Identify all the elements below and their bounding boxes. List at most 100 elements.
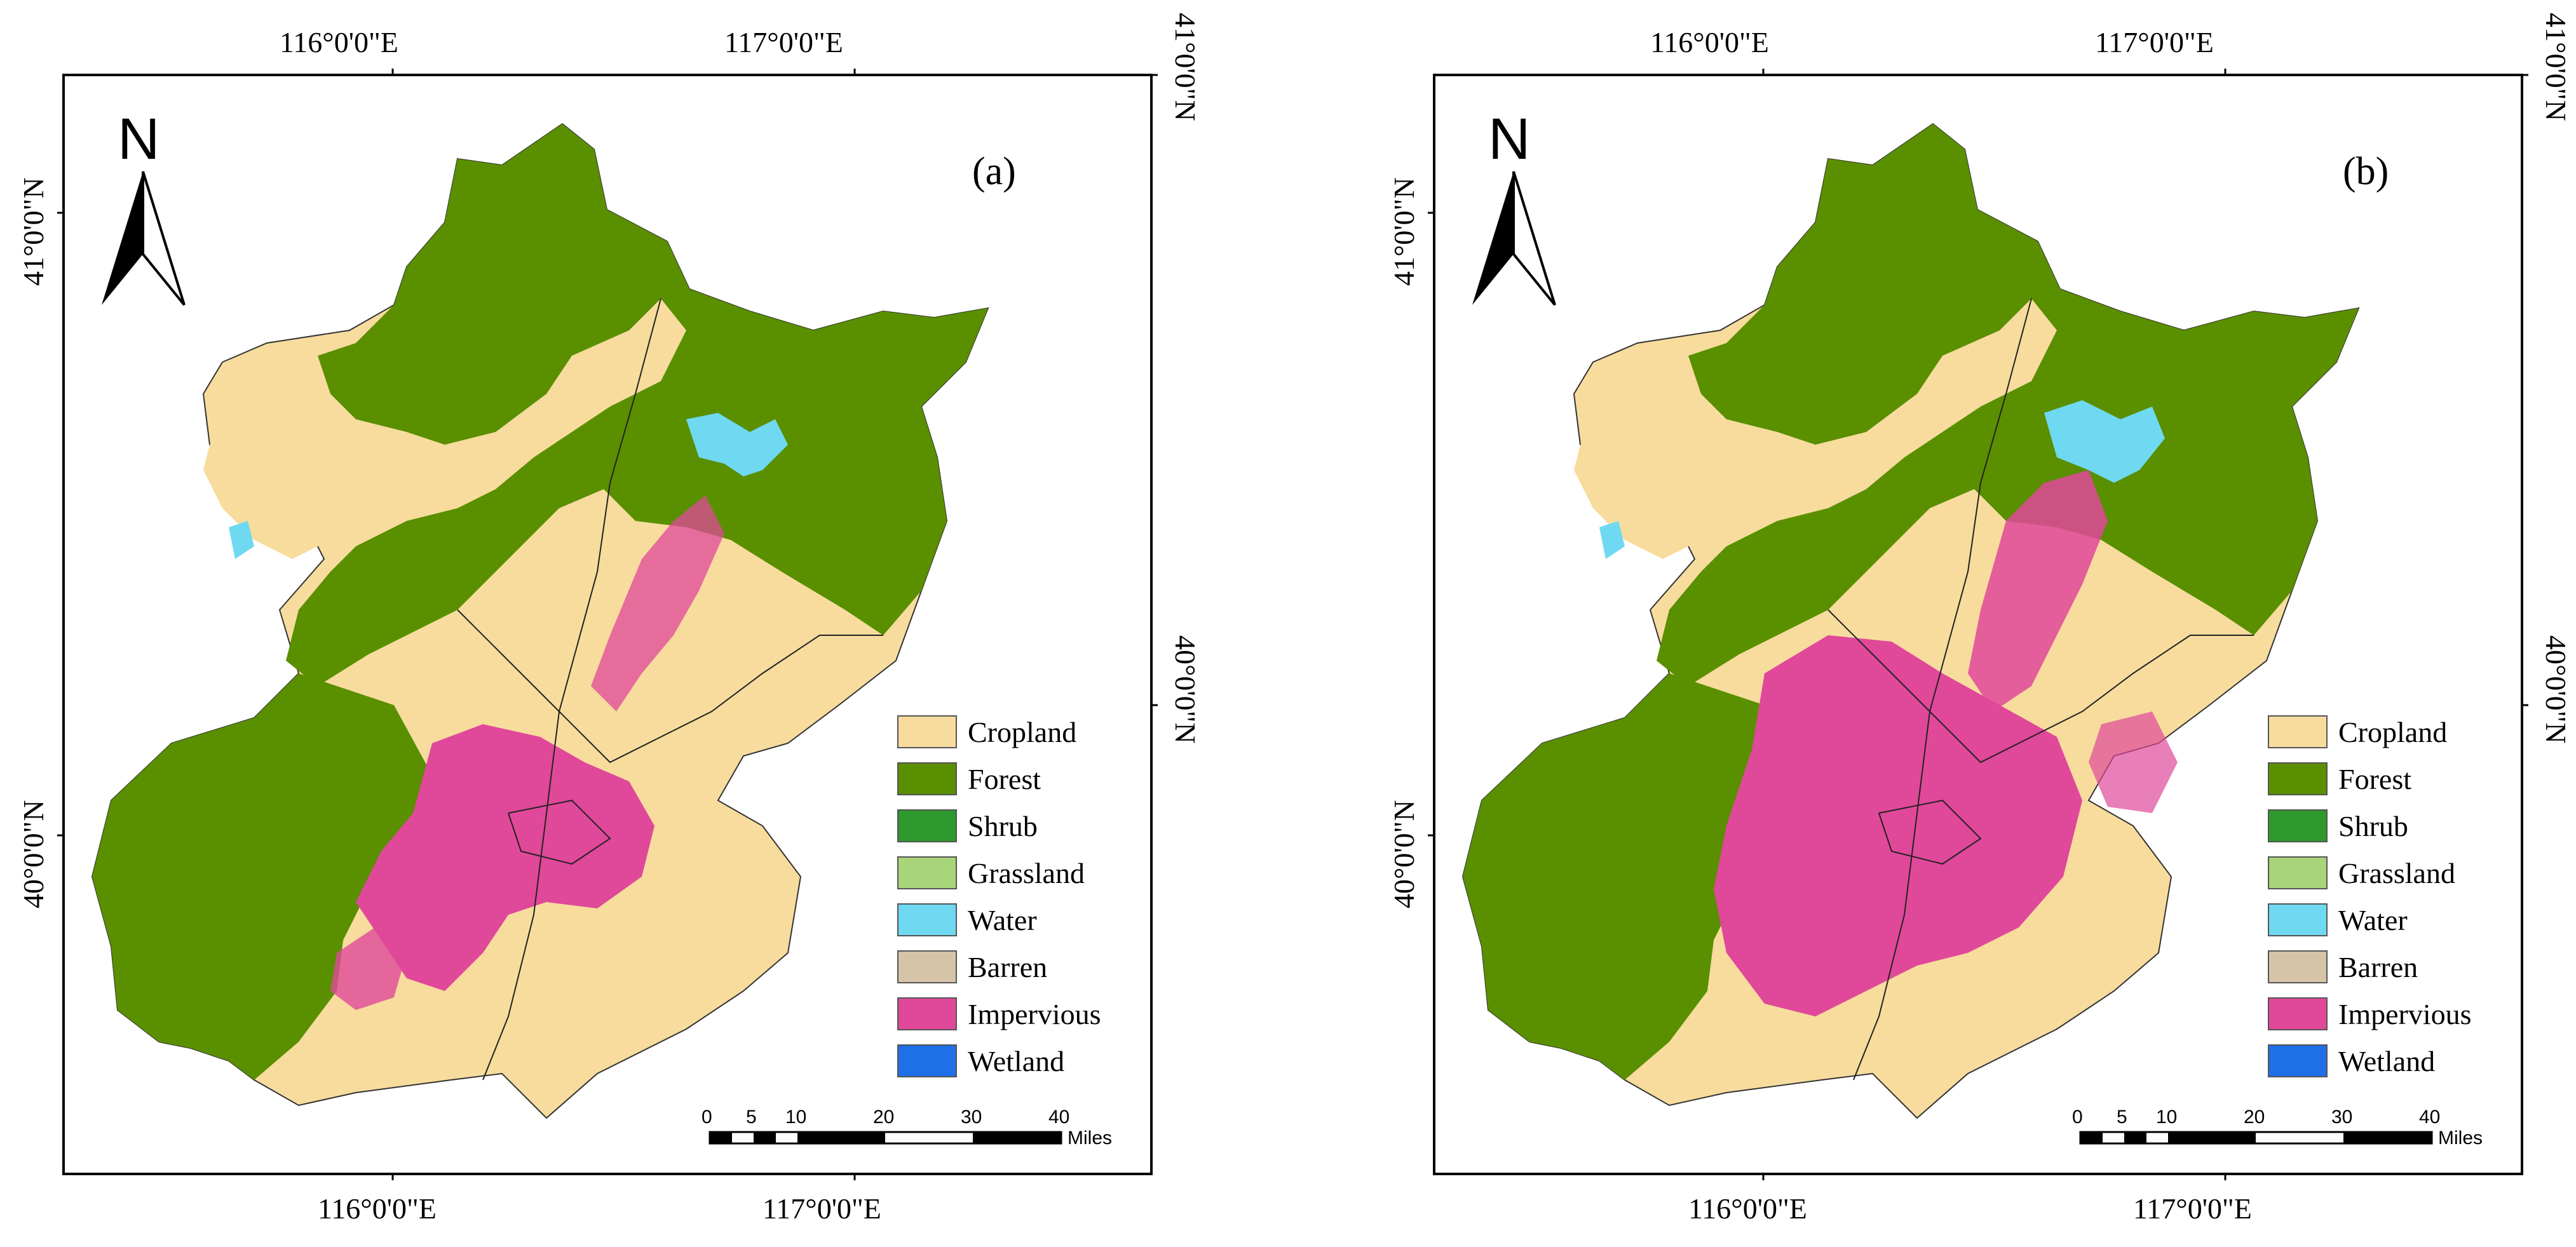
region-impervious-southwest — [330, 927, 407, 1010]
legend-swatch-grassland — [2268, 856, 2328, 889]
scale-tick-10: 10 — [785, 1107, 806, 1128]
lon-label-top-1: 116°0'0"E — [1650, 26, 1769, 58]
legend-label-barren: Barren — [968, 951, 1047, 983]
legend: Cropland Forest Shrub Grassland Water Ba… — [897, 715, 1101, 1077]
north-arrow-icon — [1472, 172, 1514, 305]
legend-swatch-shrub — [2268, 809, 2328, 842]
legend-swatch-cropland — [2268, 715, 2328, 748]
scale-unit: Miles — [2438, 1128, 2483, 1149]
district-boundaries — [1929, 298, 2032, 712]
legend-label-cropland: Cropland — [2338, 716, 2447, 748]
north-label: N — [118, 107, 159, 172]
legend-label-forest: Forest — [2338, 763, 2411, 795]
scale-tick-10: 10 — [2156, 1107, 2177, 1128]
legend-label-grassland: Grassland — [2338, 857, 2455, 889]
region-forest-north — [1657, 124, 2359, 686]
scale-bar-segment — [2168, 1132, 2256, 1143]
region-impervious-east — [2089, 711, 2178, 813]
legend-swatch-wetland — [897, 1044, 957, 1077]
region-impervious-urban — [356, 724, 654, 991]
lon-label-bottom-1: 116°0'0"E — [1688, 1192, 1807, 1225]
district-boundaries — [1853, 711, 1930, 1081]
lat-label-right-2: 40°0'0"N — [2540, 635, 2572, 744]
scale-bar-segment — [973, 1132, 1061, 1143]
district-boundaries — [482, 711, 560, 1081]
land-cover-map — [1461, 123, 2360, 1119]
legend-swatch-water — [2268, 903, 2328, 936]
legend-swatch-impervious — [897, 997, 957, 1030]
lon-label-bottom-2: 117°0'0"E — [763, 1192, 881, 1225]
region-water-reservoir — [686, 413, 788, 476]
district-boundaries — [559, 298, 661, 712]
legend-swatch-forest — [897, 762, 957, 795]
scale-tick-5: 5 — [746, 1107, 757, 1128]
lat-label-left-2: 40°0'0"N — [17, 800, 50, 908]
legend-label-shrub: Shrub — [2338, 810, 2408, 842]
lat-label-left-2: 40°0'0"N — [1388, 800, 1420, 908]
region-forest-west — [92, 673, 432, 1080]
region-water-reservoir — [2044, 400, 2165, 483]
legend-swatch-grassland — [897, 856, 957, 889]
legend: Cropland Forest Shrub Grassland Water Ba… — [2268, 715, 2472, 1077]
scale-tick-30: 30 — [2331, 1107, 2352, 1128]
panel-label-b: (b) — [2343, 150, 2389, 193]
district-boundaries — [1878, 799, 1982, 865]
legend-swatch-forest — [2268, 762, 2328, 795]
region-forest-north — [286, 124, 988, 686]
north-label: N — [1488, 107, 1530, 172]
scale-tick-0: 0 — [2072, 1107, 2083, 1128]
legend-swatch-shrub — [897, 809, 957, 842]
north-arrow-icon — [102, 172, 143, 305]
legend-swatch-water — [897, 903, 957, 936]
region-water-west — [229, 521, 254, 559]
land-cover-map — [91, 123, 989, 1119]
map-panel-b: 116°0'0"E 117°0'0"E 116°0'0"E 117°0'0"E … — [1288, 0, 2576, 1247]
legend-label-water: Water — [2338, 904, 2408, 936]
north-arrow-icon — [1512, 171, 1556, 306]
scale-tick-20: 20 — [873, 1107, 894, 1128]
legend-label-forest: Forest — [968, 763, 1041, 795]
legend-swatch-cropland — [897, 715, 957, 748]
district-boundaries — [508, 799, 611, 865]
scale-bar-segment — [710, 1132, 732, 1143]
legend-label-impervious: Impervious — [2338, 998, 2472, 1030]
map-panel-a: 116°0'0"E 117°0'0"E 116°0'0"E 117°0'0"E … — [17, 13, 1202, 1225]
scale-bar: 0 5 10 20 30 40 Miles — [702, 1107, 1112, 1149]
legend-label-barren: Barren — [2338, 951, 2418, 983]
legend-label-water: Water — [968, 904, 1037, 936]
legend-swatch-barren — [897, 950, 957, 983]
lon-label-bottom-1: 116°0'0"E — [318, 1192, 437, 1225]
scale-bar-segment — [797, 1132, 885, 1143]
legend-label-impervious: Impervious — [968, 998, 1101, 1030]
scale-bar-segment — [2124, 1132, 2146, 1143]
north-arrow: N — [1472, 107, 1556, 306]
north-arrow: N — [102, 107, 186, 306]
lon-label-top-1: 116°0'0"E — [280, 26, 398, 58]
lat-label-right-2: 40°0'0"N — [1169, 635, 1202, 744]
lon-label-top-2: 117°0'0"E — [724, 26, 843, 58]
lon-label-bottom-2: 117°0'0"E — [2133, 1192, 2252, 1225]
district-boundaries — [1827, 609, 2254, 764]
map-canvas-b: 116°0'0"E 117°0'0"E 116°0'0"E 117°0'0"E … — [1388, 13, 2572, 1225]
scale-tick-40: 40 — [1048, 1107, 1069, 1128]
legend-label-shrub: Shrub — [968, 810, 1038, 842]
region-impervious-corridor — [591, 495, 724, 711]
legend-swatch-barren — [2268, 950, 2328, 983]
region-forest-west — [1463, 673, 1803, 1080]
lat-label-right-1: 41°0'0"N — [1169, 13, 1202, 121]
scale-bar-segment — [2343, 1132, 2432, 1143]
scale-tick-40: 40 — [2419, 1107, 2440, 1128]
lat-label-right-1: 41°0'0"N — [2540, 13, 2572, 121]
scale-bar-segment — [2080, 1132, 2103, 1143]
legend-label-wetland: Wetland — [968, 1045, 1064, 1077]
district-boundaries — [457, 609, 883, 764]
scale-bar: 0 5 10 20 30 40 Miles — [2072, 1107, 2483, 1149]
legend-label-grassland: Grassland — [968, 857, 1085, 889]
panel-label-a: (a) — [972, 150, 1016, 193]
scale-tick-5: 5 — [2117, 1107, 2127, 1128]
map-canvas-a: 116°0'0"E 117°0'0"E 116°0'0"E 117°0'0"E … — [17, 13, 1202, 1225]
scale-unit: Miles — [1068, 1128, 1112, 1149]
lat-label-left-1: 41°0'0"N — [17, 177, 50, 286]
scale-tick-30: 30 — [961, 1107, 982, 1128]
legend-swatch-wetland — [2268, 1044, 2328, 1077]
